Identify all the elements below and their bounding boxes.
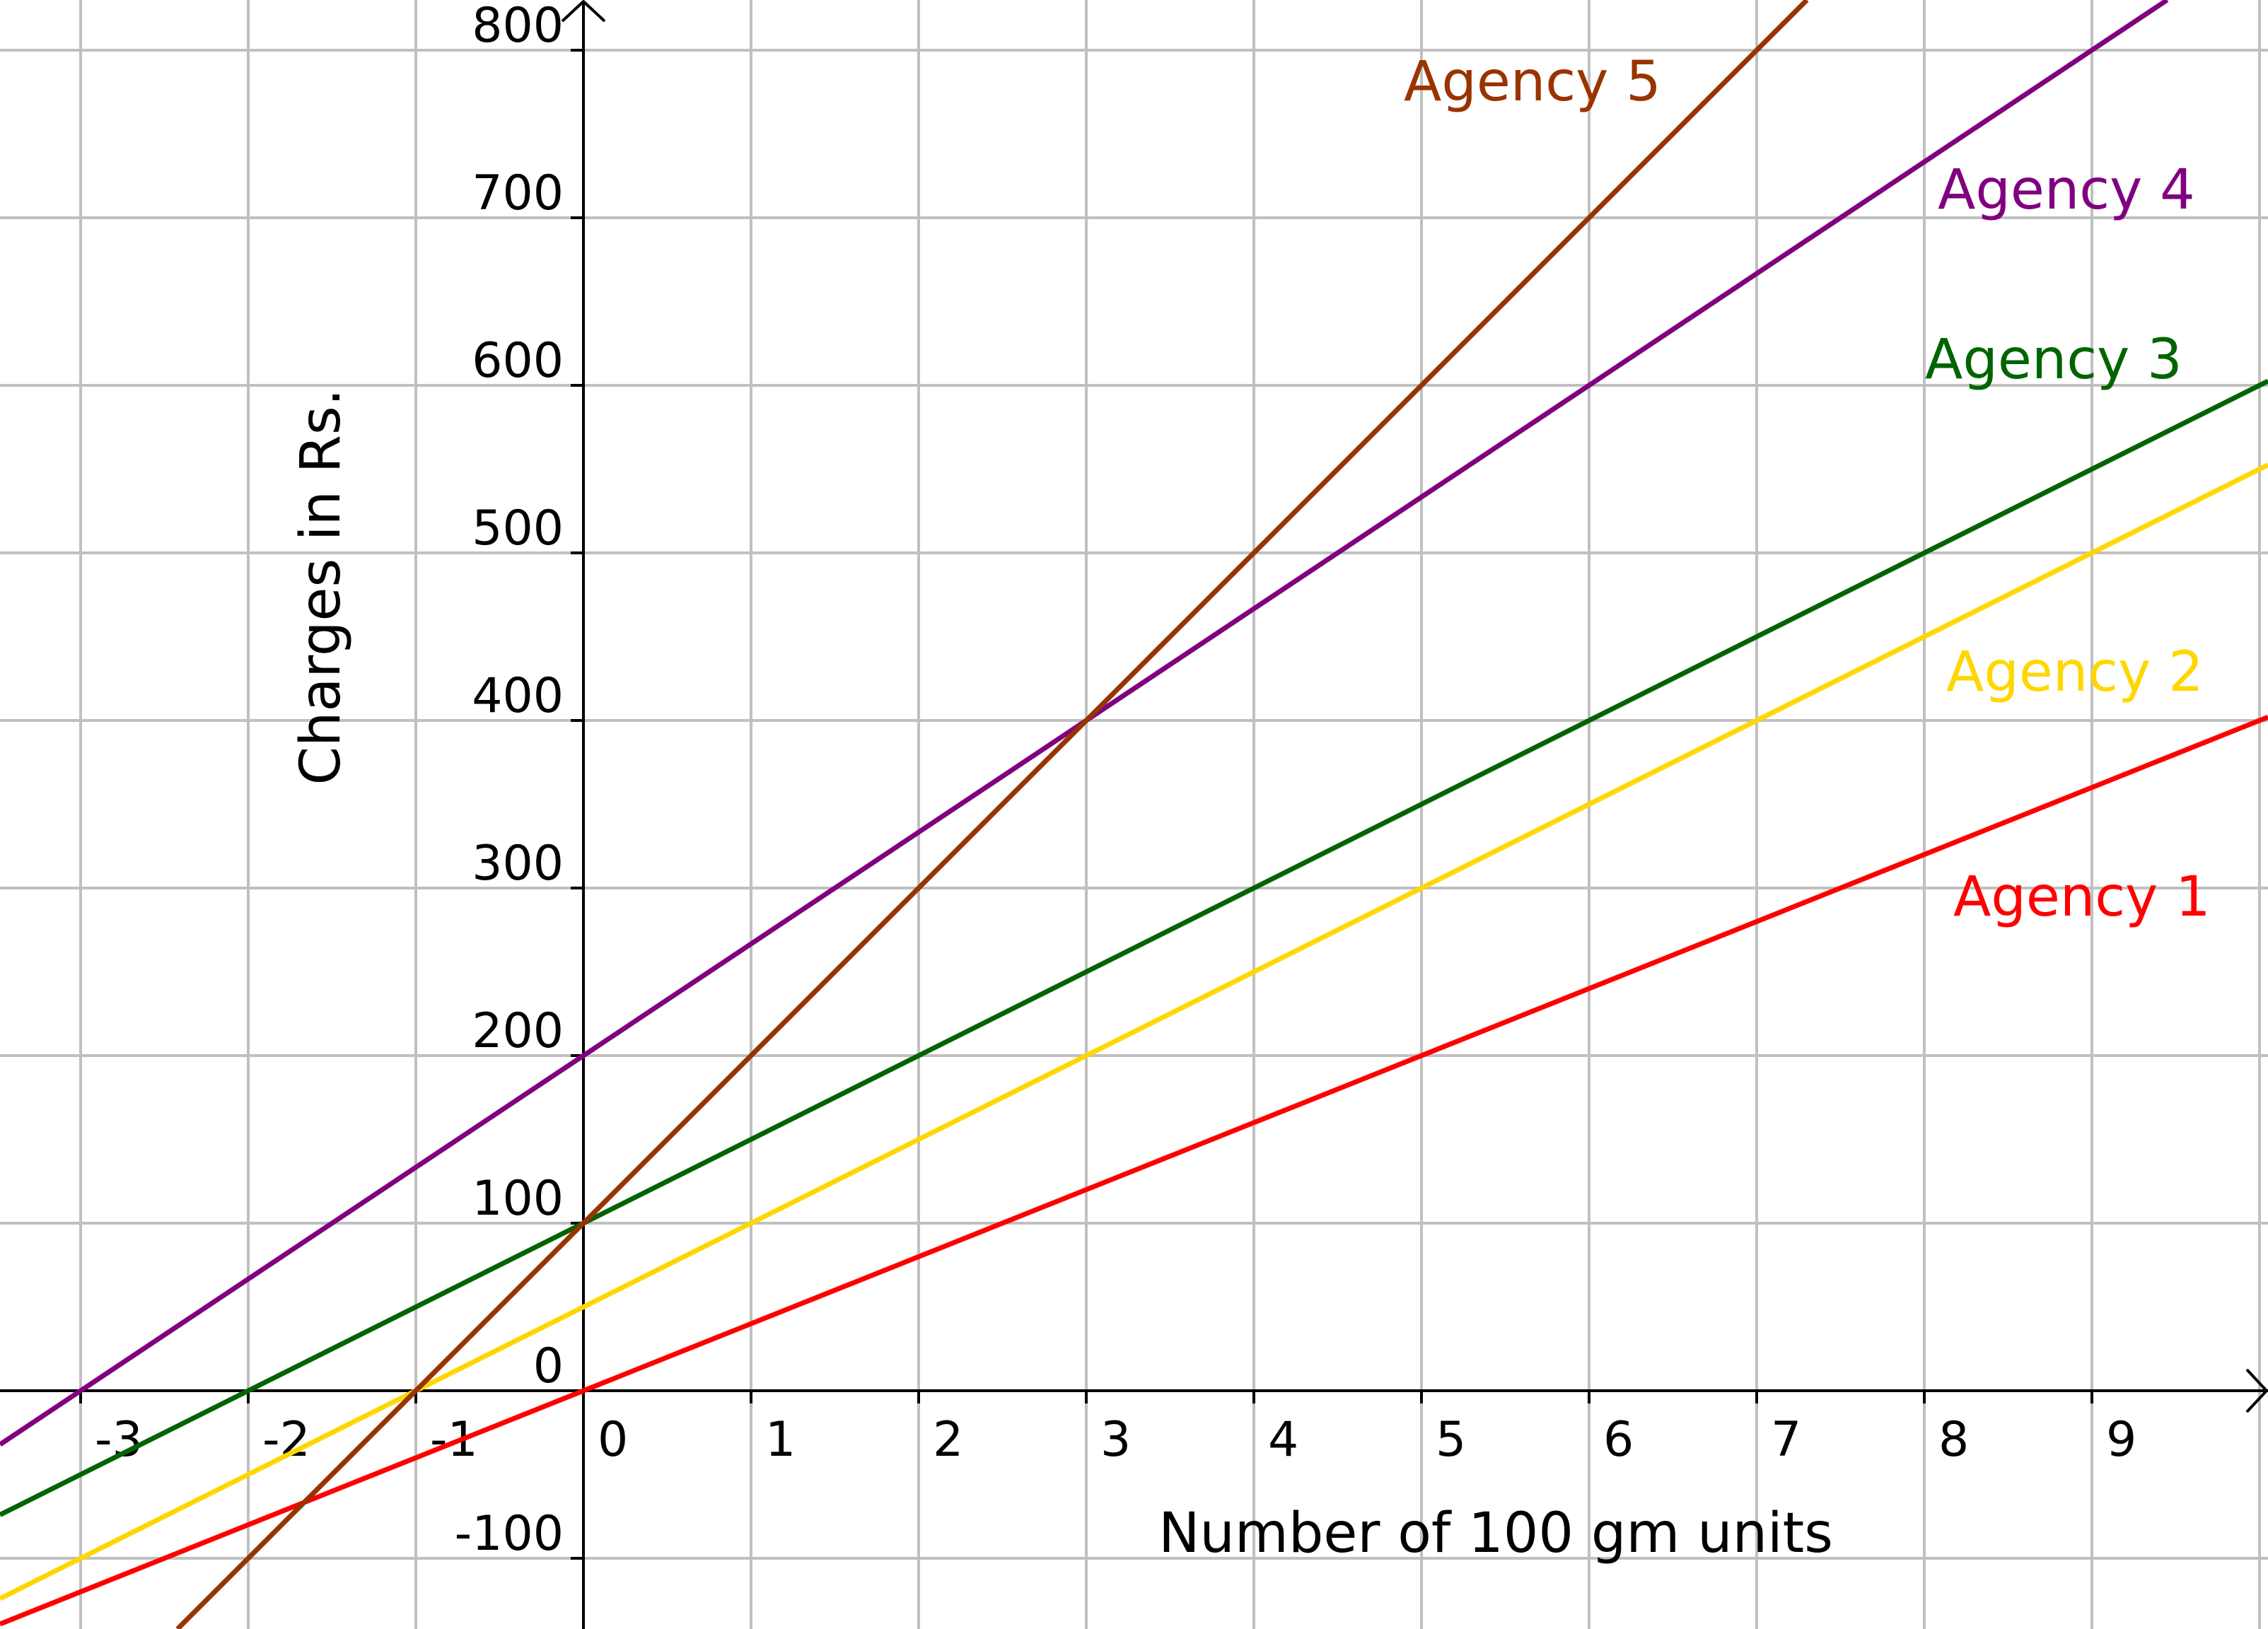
x-tick-label: 7 xyxy=(1771,1412,1801,1468)
x-tick-label: 8 xyxy=(1938,1412,1969,1468)
y-tick-label: 700 xyxy=(472,165,564,221)
y-axis-label: Charges in Rs. xyxy=(289,389,353,786)
series-label: Agency 5 xyxy=(1404,50,1661,114)
y-tick-label: -100 xyxy=(455,1506,564,1562)
series-line-agency-3 xyxy=(0,378,2268,1517)
y-tick-label: 600 xyxy=(472,333,564,389)
series-line-agency-2 xyxy=(0,462,2268,1601)
y-tick-label: 0 xyxy=(533,1338,564,1394)
x-tick-label: -2 xyxy=(262,1412,310,1468)
x-tick-label: 6 xyxy=(1603,1412,1634,1468)
labels: Number of 100 gm units Charges in Rs. Agen… xyxy=(289,50,2211,1565)
x-tick-label: 1 xyxy=(765,1412,796,1468)
y-tick-label: 100 xyxy=(472,1171,564,1227)
x-tick-label: 2 xyxy=(933,1412,963,1468)
series-line-agency-1 xyxy=(0,714,2268,1627)
series-label: Agency 3 xyxy=(1925,328,2182,392)
x-axis-label: Number of 100 gm units xyxy=(1158,1502,1833,1565)
series-label: Agency 4 xyxy=(1938,158,2195,222)
y-tick-label: 800 xyxy=(472,0,564,54)
x-tick-label: 9 xyxy=(2106,1412,2136,1468)
y-tick-label: 400 xyxy=(472,668,564,724)
y-axis-arrow-icon xyxy=(561,0,606,23)
x-tick-label: 5 xyxy=(1436,1412,1466,1468)
series-label: Agency 2 xyxy=(1946,641,2204,704)
y-tick-label: 500 xyxy=(472,501,564,556)
x-tick-label: 3 xyxy=(1100,1412,1131,1468)
x-tick-label: -3 xyxy=(95,1412,143,1468)
x-tick-label: 0 xyxy=(598,1412,628,1468)
x-axis-arrow-icon xyxy=(2245,1368,2268,1413)
series-line-agency-5 xyxy=(175,0,1809,1629)
y-tick-label: 200 xyxy=(472,1003,564,1059)
y-tick-label: 300 xyxy=(472,836,564,892)
series-label: Agency 1 xyxy=(1953,865,2211,929)
x-tick-label: 4 xyxy=(1268,1412,1298,1468)
